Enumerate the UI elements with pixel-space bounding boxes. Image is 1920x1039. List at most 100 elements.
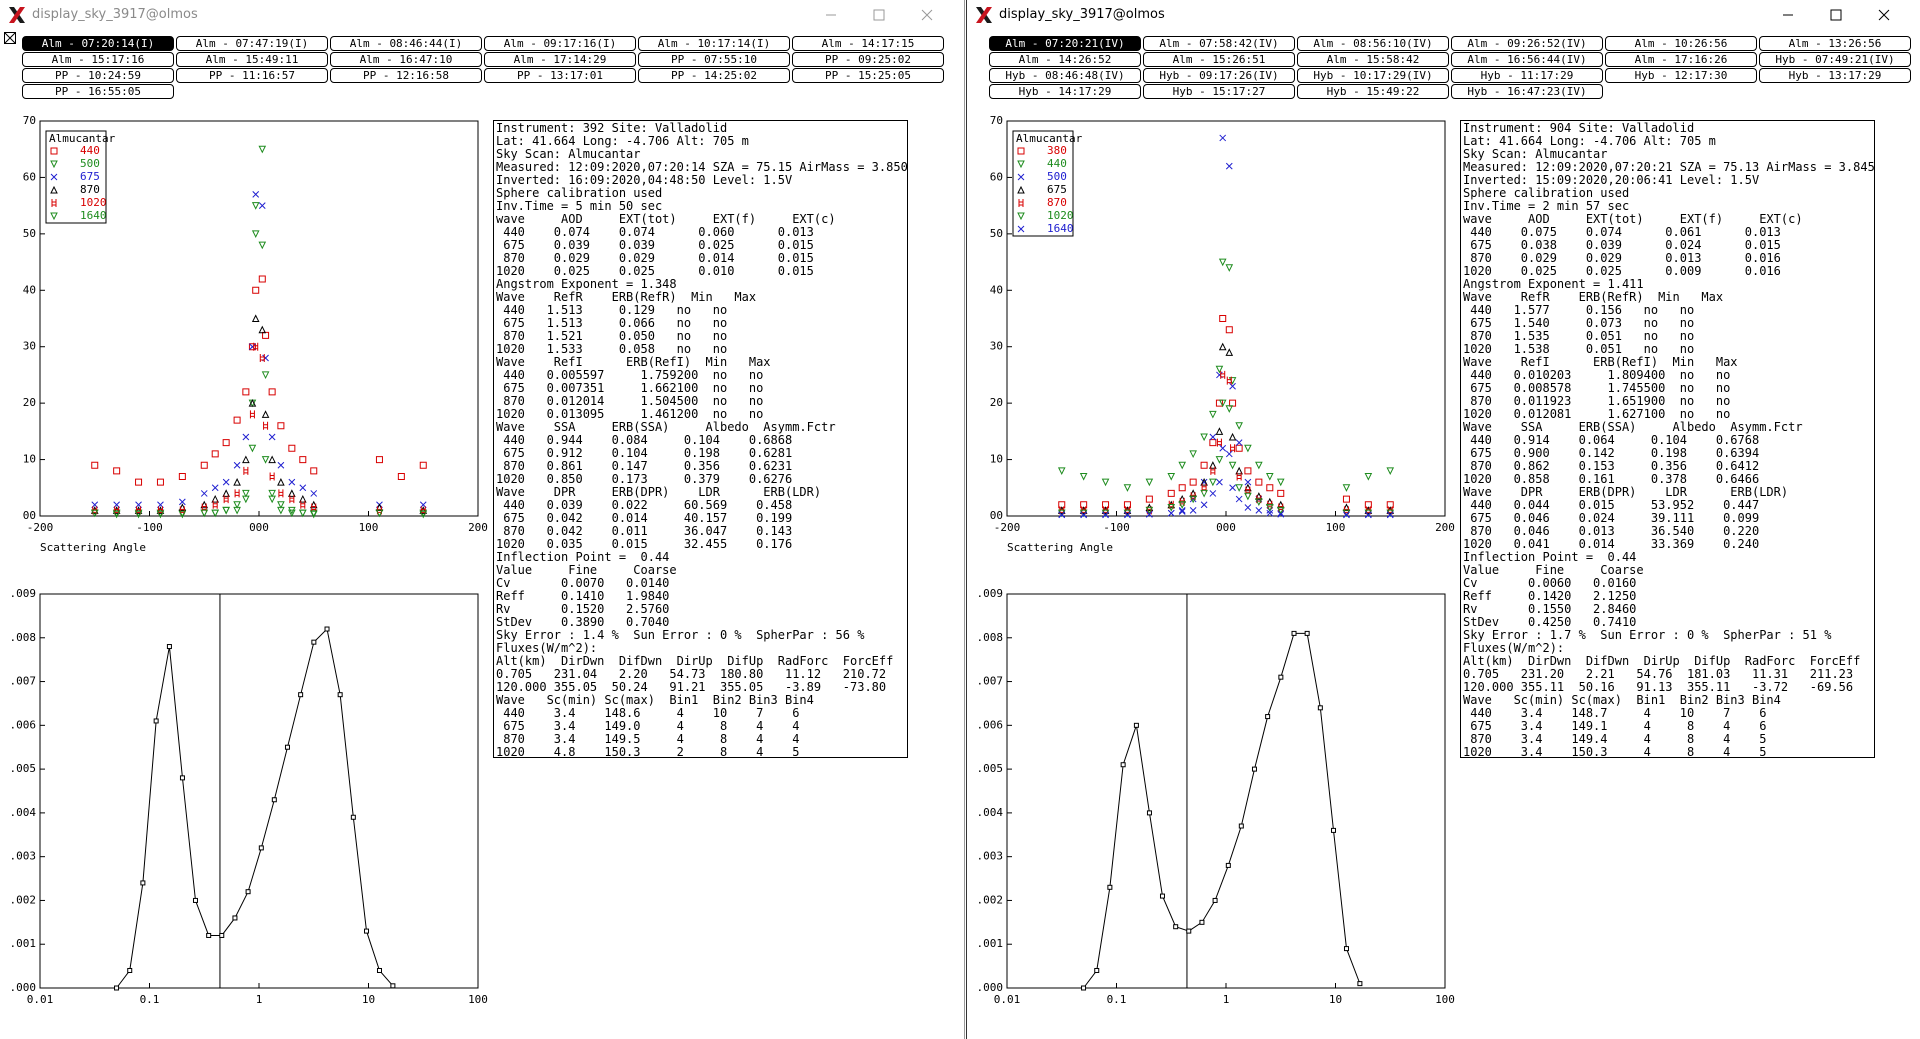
scan-button[interactable]: PP - 11:16:57 — [176, 68, 328, 83]
info-line: Value Fine Coarse — [496, 563, 677, 577]
info-line: Value Fine Coarse — [1463, 563, 1644, 577]
point — [1220, 370, 1226, 379]
point — [390, 983, 396, 989]
point — [1189, 507, 1197, 514]
scan-button[interactable]: PP - 15:25:05 — [792, 68, 944, 83]
info-line: 870 0.861 0.147 0.356 0.6231 — [496, 459, 793, 473]
info-line: 1020 0.025 0.025 0.010 0.015 — [496, 264, 814, 278]
scan-button[interactable]: PP - 12:16:58 — [330, 68, 482, 83]
point — [179, 506, 185, 515]
scan-button[interactable]: PP - 16:55:05 — [22, 84, 174, 99]
scan-button[interactable]: Hyb - 13:17:29 — [1759, 68, 1911, 83]
scan-button[interactable]: Alm - 09:26:52(IV) — [1451, 36, 1603, 51]
legend-marker — [50, 185, 58, 194]
window-controls[interactable] — [814, 0, 964, 30]
point — [1210, 466, 1216, 475]
close-box[interactable] — [4, 32, 16, 44]
point — [259, 354, 265, 362]
point — [299, 484, 307, 492]
scan-button[interactable]: Alm - 15:17:16 — [22, 52, 174, 67]
scan-button[interactable]: Alm - 17:16:26 — [1605, 52, 1757, 67]
scan-button[interactable]: Alm - 14:17:15 — [792, 36, 944, 51]
point — [200, 490, 208, 497]
scan-button[interactable]: Alm - 07:47:19(I) — [176, 36, 328, 51]
x-tick-label: 1 — [256, 993, 263, 1006]
scan-button[interactable]: Alm - 17:14:29 — [484, 52, 636, 67]
scan-button[interactable]: PP - 14:25:02 — [638, 68, 790, 83]
point — [1209, 461, 1217, 469]
scan-button[interactable]: Hyb - 15:17:27 — [1143, 84, 1295, 99]
scan-button[interactable]: Hyb - 12:17:30 — [1605, 68, 1757, 83]
scan-button[interactable]: Hyb - 14:17:29 — [989, 84, 1141, 99]
legend-marker — [50, 212, 58, 221]
info-line: 870 3.4 149.5 4 8 4 4 — [496, 732, 800, 746]
y-tick-label: 50 — [23, 227, 36, 240]
scan-button[interactable]: Alm - 08:56:10(IV) — [1297, 36, 1449, 51]
scan-button[interactable]: Alm - 16:56:44(IV) — [1451, 52, 1603, 67]
point — [114, 985, 120, 991]
point — [140, 880, 146, 886]
point — [1178, 501, 1187, 509]
y-tick-label: .004 — [10, 806, 37, 819]
info-line: 120.000 355.05 50.24 91.21 355.05 -3.89 … — [496, 680, 887, 694]
window: display_sky_3917@olmos -200 -100 000 100 200… — [966, 0, 1920, 1039]
point — [288, 444, 296, 452]
scan-button[interactable]: PP - 10:24:59 — [22, 68, 174, 83]
scan-button[interactable]: Alm - 15:58:42 — [1297, 52, 1449, 67]
window-title: display_sky_3917@olmos — [999, 7, 1165, 22]
scan-button[interactable]: Alm - 07:58:42(IV) — [1143, 36, 1295, 51]
point — [1145, 478, 1154, 487]
point — [1215, 365, 1224, 374]
scan-button[interactable]: Hyb - 16:47:23(IV) — [1451, 84, 1603, 99]
title-bar: display_sky_3917@olmos — [967, 0, 1920, 30]
scan-button[interactable]: Alm - 15:49:11 — [176, 52, 328, 67]
plot-frame — [1006, 593, 1446, 989]
scan-button[interactable]: Alm - 15:26:51 — [1143, 52, 1295, 67]
point — [1235, 422, 1243, 430]
point — [1342, 495, 1350, 503]
scan-button[interactable]: Alm - 16:47:10 — [330, 52, 482, 67]
point — [1215, 456, 1224, 464]
point — [1123, 501, 1131, 509]
scan-button[interactable]: Hyb - 07:49:21(IV) — [1759, 52, 1911, 67]
point — [1235, 495, 1243, 503]
window-controls[interactable] — [1771, 0, 1920, 30]
scan-button[interactable]: Hyb - 08:46:48(IV) — [989, 68, 1141, 83]
point — [397, 473, 405, 480]
point — [252, 286, 260, 294]
scan-button[interactable]: Alm - 13:26:56 — [1759, 36, 1911, 51]
scan-button[interactable]: PP - 13:17:01 — [484, 68, 636, 83]
info-line: 1020 0.012081 1.627100 no no — [1463, 407, 1731, 421]
point — [261, 371, 270, 380]
scan-button[interactable]: Alm - 10:17:14(I) — [638, 36, 790, 51]
scan-button[interactable]: Hyb - 10:17:29(IV) — [1297, 68, 1449, 83]
info-line: Alt(km) DirDwn DifDwn DirUp DifUp RadFor… — [1463, 654, 1861, 668]
legend-label: 675 — [1047, 183, 1067, 196]
info-line: 0.705 231.04 2.20 54.73 180.80 11.12 210… — [496, 667, 887, 681]
point — [258, 325, 267, 334]
scan-button[interactable]: PP - 07:55:10 — [638, 52, 790, 67]
info-line: 675 0.912 0.104 0.198 0.6281 — [496, 446, 793, 460]
point — [1167, 504, 1176, 512]
scan-button[interactable]: Alm - 08:46:44(I) — [330, 36, 482, 51]
scan-button[interactable]: PP - 09:25:02 — [792, 52, 944, 67]
scan-button[interactable]: Alm - 14:26:52 — [989, 52, 1141, 67]
info-line: 1020 0.035 0.015 32.455 0.176 — [496, 537, 793, 551]
point — [268, 495, 276, 504]
info-line: Lat: 41.664 Long: -4.706 Alt: 705 m — [496, 134, 749, 148]
scan-button[interactable]: Alm - 07:20:14(I) — [22, 36, 174, 51]
point — [1209, 490, 1217, 497]
scan-button[interactable]: Hyb - 11:17:29 — [1451, 68, 1603, 83]
scan-button[interactable]: Alm - 09:17:16(I) — [484, 36, 636, 51]
scan-button[interactable]: Alm - 07:20:21(IV) — [989, 36, 1141, 51]
info-line: Wave RefR ERB(RefR) Min Max — [496, 290, 757, 304]
point — [1255, 478, 1263, 486]
point — [222, 439, 230, 447]
scan-button[interactable]: Hyb - 15:49:22 — [1297, 84, 1449, 99]
legend-title: Almucantar — [49, 132, 116, 145]
scan-button[interactable]: Hyb - 09:17:26(IV) — [1143, 68, 1295, 83]
info-line: Cv 0.0060 0.0160 — [1463, 576, 1637, 590]
scan-button[interactable]: Alm - 10:26:56 — [1605, 36, 1757, 51]
point — [419, 510, 428, 519]
y-tick-label: 00 — [23, 509, 36, 522]
